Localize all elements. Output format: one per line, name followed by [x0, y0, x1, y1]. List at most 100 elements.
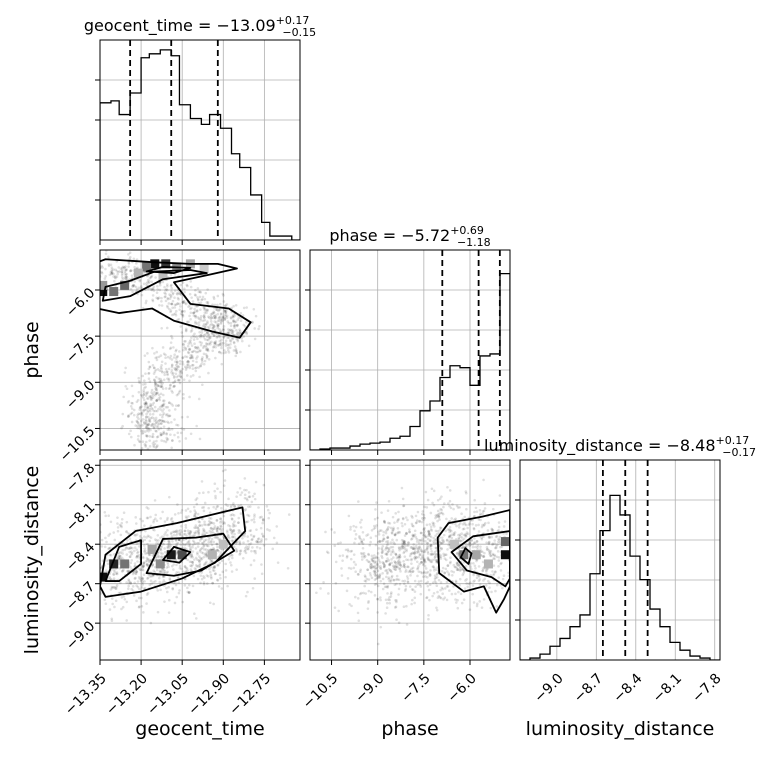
- sample-point: [118, 270, 121, 273]
- sample-point: [184, 437, 188, 440]
- sample-point: [492, 572, 496, 576]
- sample-point: [214, 340, 218, 343]
- sample-point: [152, 366, 156, 370]
- sample-point: [433, 538, 437, 542]
- sample-point: [159, 381, 163, 385]
- sample-point: [456, 506, 460, 509]
- sample-point: [164, 356, 167, 360]
- sample-point: [198, 334, 201, 338]
- sample-point: [428, 574, 432, 577]
- sample-point: [191, 561, 195, 564]
- sample-point: [437, 514, 441, 518]
- sample-point: [477, 575, 481, 578]
- sample-point: [439, 542, 443, 545]
- sample-point: [209, 313, 213, 316]
- sample-point: [212, 602, 215, 606]
- sample-point: [464, 579, 467, 582]
- sample-point: [169, 433, 172, 436]
- sample-point: [141, 423, 144, 427]
- sample-point: [178, 372, 182, 375]
- sample-point: [193, 515, 196, 518]
- sample-point: [187, 544, 191, 547]
- sample-point: [107, 264, 111, 268]
- sample-point: [439, 557, 443, 560]
- sample-point: [214, 536, 218, 539]
- sample-point: [367, 601, 370, 604]
- sample-point: [387, 568, 391, 571]
- sample-point: [152, 519, 156, 522]
- sample-point: [215, 308, 218, 312]
- sample-point: [154, 421, 158, 425]
- sample-point: [424, 575, 427, 578]
- sample-point: [179, 524, 183, 528]
- sample-point: [238, 540, 241, 543]
- sample-point: [145, 562, 149, 566]
- sample-point: [191, 363, 194, 367]
- sample-point: [140, 596, 143, 600]
- sample-point: [420, 542, 424, 545]
- sample-point: [168, 401, 171, 405]
- sample-point: [235, 333, 238, 337]
- sample-point: [168, 293, 171, 296]
- sample-point: [199, 319, 203, 322]
- sample-point: [114, 268, 118, 272]
- sample-point: [173, 433, 176, 437]
- density-cell: [218, 539, 228, 549]
- sample-point: [437, 594, 441, 598]
- sample-point: [105, 559, 109, 563]
- sample-point: [166, 405, 170, 409]
- sample-point: [226, 346, 230, 350]
- sample-point: [428, 539, 432, 543]
- sample-point: [405, 604, 408, 608]
- sample-point: [439, 553, 442, 557]
- sample-point: [425, 523, 429, 527]
- sample-point: [162, 352, 166, 356]
- sample-point: [254, 551, 257, 555]
- sample-point: [466, 585, 470, 589]
- sample-point: [187, 342, 191, 345]
- sample-point: [123, 548, 127, 551]
- sample-point: [393, 533, 397, 537]
- sample-point: [201, 324, 205, 328]
- sample-point: [202, 543, 206, 547]
- sample-point: [373, 556, 376, 560]
- sample-point: [435, 606, 438, 610]
- sample-point: [186, 359, 190, 363]
- sample-point: [155, 439, 158, 443]
- sample-point: [72, 583, 75, 586]
- sample-point: [143, 421, 146, 425]
- density-cell: [207, 550, 217, 560]
- sample-point: [403, 522, 407, 526]
- sample-point: [207, 371, 210, 375]
- sample-point: [219, 524, 222, 528]
- sample-point: [203, 520, 206, 524]
- sample-point: [181, 600, 185, 604]
- sample-point: [163, 520, 167, 523]
- sample-point: [144, 408, 148, 412]
- sample-point: [201, 506, 204, 509]
- sample-point: [388, 598, 391, 602]
- sample-point: [433, 550, 437, 554]
- sample-point: [460, 601, 464, 605]
- sample-point: [465, 578, 468, 581]
- sample-point: [496, 543, 499, 546]
- sample-point: [184, 523, 188, 527]
- sample-point: [185, 327, 188, 331]
- sample-point: [396, 560, 400, 563]
- sample-point: [205, 356, 209, 360]
- sample-point: [237, 333, 240, 337]
- contour-line: [104, 539, 142, 582]
- sample-point: [198, 555, 201, 558]
- sample-point: [176, 503, 179, 506]
- sample-point: [392, 526, 395, 530]
- sample-point: [202, 509, 206, 513]
- sample-point: [209, 541, 213, 544]
- sample-point: [450, 533, 453, 537]
- title-plus: +0.17: [716, 434, 750, 447]
- sample-point: [198, 437, 202, 441]
- sample-point: [205, 308, 209, 312]
- sample-point: [213, 527, 217, 530]
- sample-point: [411, 588, 415, 592]
- sample-point: [382, 582, 386, 586]
- sample-point: [440, 569, 444, 573]
